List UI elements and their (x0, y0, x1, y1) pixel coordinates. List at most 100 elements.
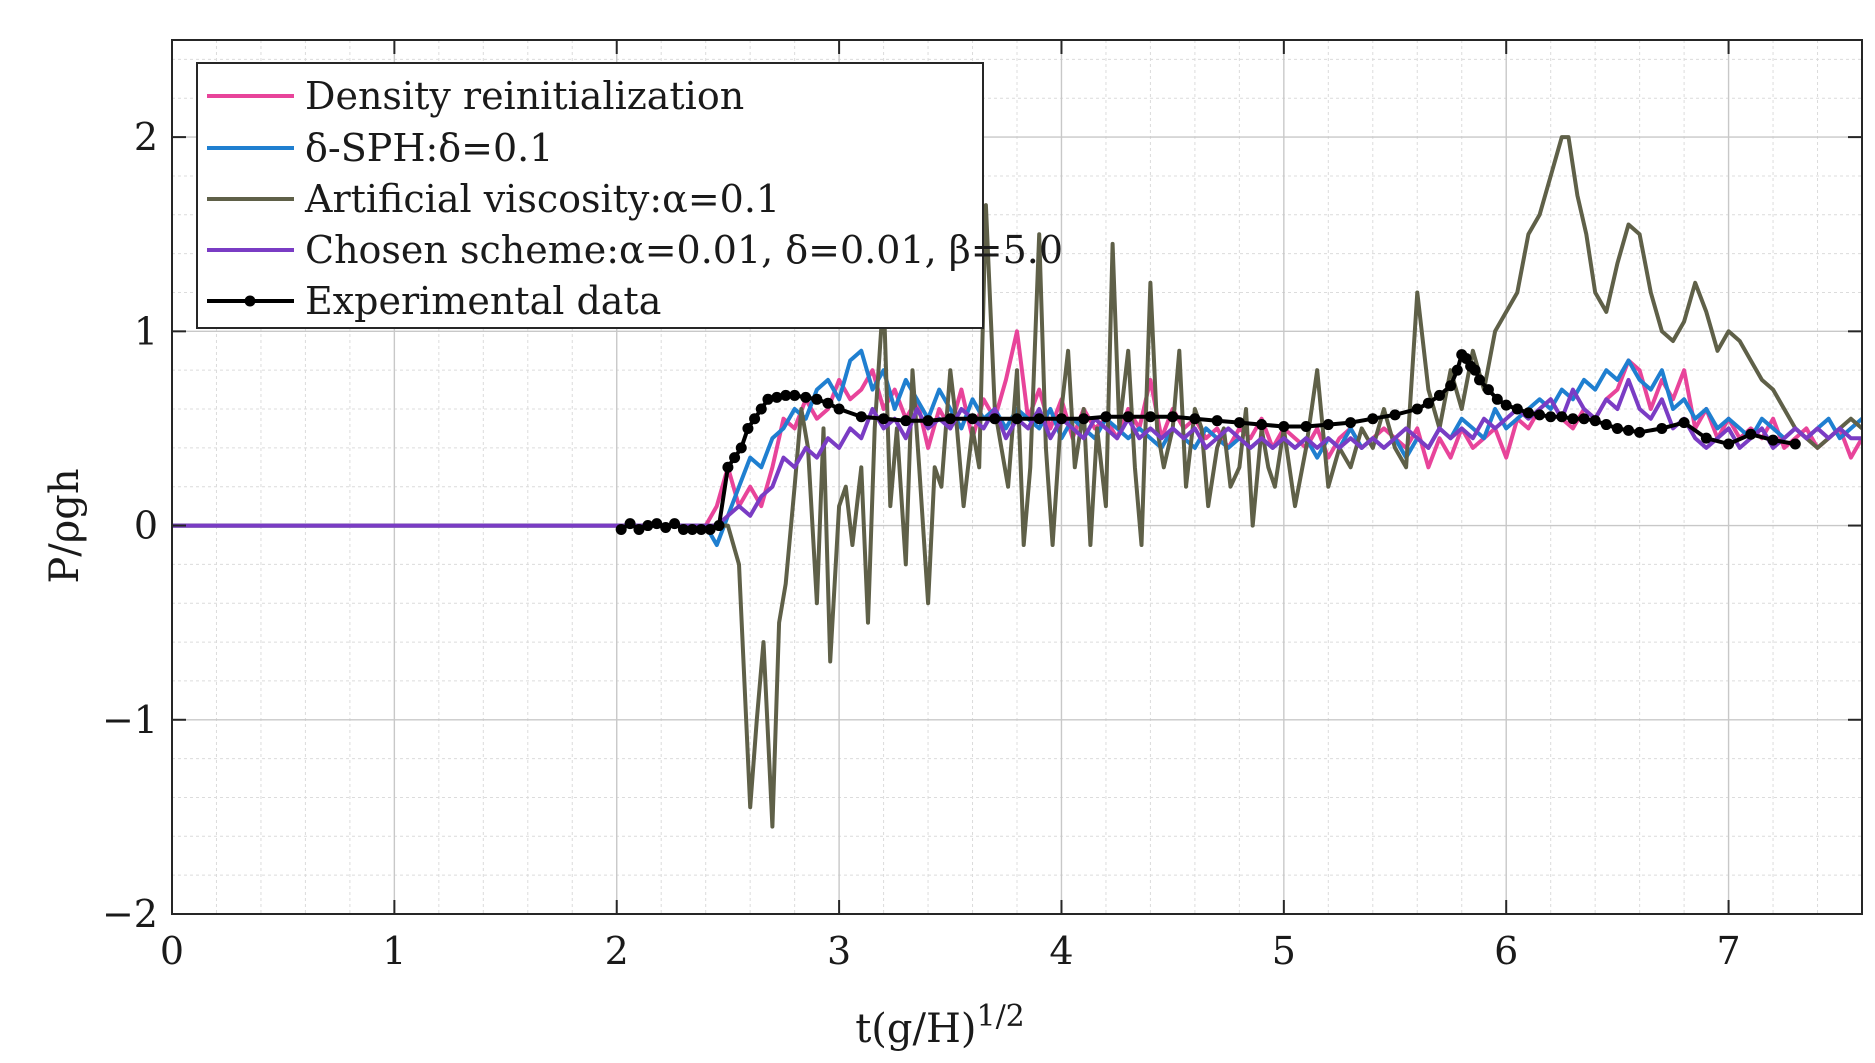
series-point (1545, 411, 1557, 423)
series-point (1491, 393, 1503, 405)
series-point (742, 422, 754, 434)
x-tick-label: 3 (827, 929, 851, 973)
series-point (1474, 374, 1486, 386)
axis-ticks (171, 40, 1862, 915)
series-point (1656, 422, 1668, 434)
series-point (1634, 426, 1646, 438)
series-point (1700, 432, 1712, 444)
series-point (800, 391, 812, 403)
series-point (1678, 417, 1690, 429)
y-tick-label: 0 (134, 504, 158, 548)
plot-series (172, 135, 1862, 829)
legend-box (196, 62, 984, 329)
legend: Density reinitialization δ-SPH:δ=0.1 Artif… (196, 62, 1063, 329)
series-point (1300, 421, 1312, 433)
series-point (704, 523, 716, 535)
x-tick-label: 2 (605, 929, 629, 973)
series-point (1500, 399, 1512, 411)
series-point (1322, 419, 1334, 431)
legend-item: Density reinitialization (207, 74, 744, 118)
series-point (1189, 413, 1201, 425)
series-2 (172, 135, 1862, 829)
series-point (1600, 419, 1612, 431)
series-point (822, 397, 834, 409)
series-point (1367, 413, 1379, 425)
y-tick-labels: −2 −1 0 1 2 (102, 115, 158, 936)
series-point (900, 415, 912, 427)
series-point (762, 393, 774, 405)
series-point (1789, 438, 1801, 450)
series-point (1389, 409, 1401, 421)
series-point (1422, 397, 1434, 409)
series-point (642, 520, 654, 532)
series-point (755, 403, 767, 415)
series-point (780, 389, 792, 401)
series-point (1745, 428, 1757, 440)
x-tick-labels: 0 1 2 3 4 5 6 7 (160, 929, 1741, 973)
series-point (1167, 411, 1179, 423)
series-point (1122, 411, 1134, 423)
series-point (1522, 407, 1534, 419)
series-point (789, 389, 801, 401)
series-point (1278, 421, 1290, 433)
series-point (1411, 403, 1423, 415)
series-point (651, 518, 663, 530)
series-point (878, 413, 890, 425)
series-point (944, 413, 956, 425)
series-point (922, 415, 934, 427)
series-point (735, 442, 747, 454)
y-tick-label: 1 (134, 309, 158, 353)
series-point (1256, 419, 1268, 431)
series-point (833, 403, 845, 415)
series-point (1211, 415, 1223, 427)
series-point (811, 393, 823, 405)
series-point (677, 523, 689, 535)
series-point (1055, 413, 1067, 425)
x-tick-label: 7 (1716, 929, 1740, 973)
series-point (624, 518, 636, 530)
series-point (1556, 411, 1568, 423)
series-point (660, 521, 672, 533)
legend-label: Density reinitialization (305, 74, 744, 118)
x-tick-label: 6 (1494, 929, 1518, 973)
series-point (686, 523, 698, 535)
legend-label: Experimental data (305, 279, 661, 323)
series-point (1033, 413, 1045, 425)
x-tick-label: 4 (1049, 929, 1073, 973)
x-tick-label: 5 (1272, 929, 1296, 973)
series-point (722, 461, 734, 473)
series-point (749, 413, 761, 425)
legend-item: Experimental data (207, 279, 661, 323)
y-tick-label: 2 (134, 115, 158, 159)
legend-label: δ-SPH:δ=0.1 (305, 126, 553, 170)
series-3 (172, 377, 1862, 528)
series-point (1578, 413, 1590, 425)
axes-box (171, 39, 1863, 915)
series-point (1445, 380, 1457, 392)
series-point (1345, 417, 1357, 429)
series-point (1534, 409, 1546, 421)
series-point (1567, 413, 1579, 425)
series-point (967, 413, 979, 425)
series-point (1233, 417, 1245, 429)
series-point (1623, 424, 1635, 436)
x-axis-label: t(g/H)1/2 (855, 999, 1025, 1052)
series-point (771, 391, 783, 403)
y-tick-label: −2 (102, 892, 158, 936)
legend-label: Artificial viscosity:α=0.1 (304, 177, 780, 221)
series-point (633, 523, 645, 535)
x-tick-label: 1 (382, 929, 406, 973)
series-point (1469, 364, 1481, 376)
series-point (615, 523, 627, 535)
series-point (1767, 434, 1779, 446)
series-point (695, 523, 707, 535)
series-point (669, 518, 681, 530)
series-point (855, 411, 867, 423)
series-point (1011, 413, 1023, 425)
series-point (1723, 438, 1735, 450)
series-point (1511, 403, 1523, 415)
series-point (1482, 384, 1494, 396)
series-4 (615, 349, 1801, 535)
series-line (172, 377, 1862, 528)
